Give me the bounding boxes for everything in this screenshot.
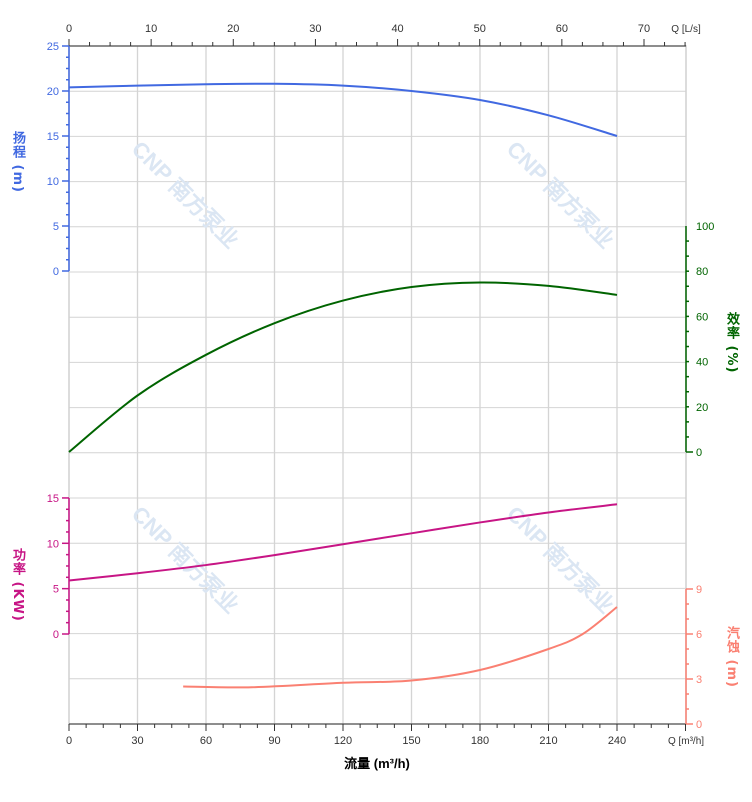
y-tick-label-efficiency: 20 xyxy=(696,402,708,414)
y-tick-label-head: 10 xyxy=(47,176,59,188)
efficiency-curve xyxy=(68,281,618,453)
x-bottom-tick-label: 240 xyxy=(608,735,626,747)
y-tick-label-npsh: 9 xyxy=(696,584,702,596)
x-top-tick-label: 40 xyxy=(391,23,403,35)
x-bottom-tick-label: 180 xyxy=(471,735,489,747)
x-bottom-tick-label: 0 xyxy=(66,735,72,747)
x-bottom-tick-label: 120 xyxy=(334,735,352,747)
x-top-tick-label: 70 xyxy=(638,23,650,35)
x-bottom-tick-label: 210 xyxy=(539,735,557,747)
y-tick-label-efficiency: 80 xyxy=(696,266,708,278)
x-top-tick-label: 30 xyxy=(309,23,321,35)
head-curve xyxy=(68,82,618,137)
y-axis-title-head: 扬程 (m) xyxy=(10,131,25,193)
x-top-tick-label: 60 xyxy=(556,23,568,35)
x-bottom-tick-label: 60 xyxy=(200,735,212,747)
y-tick-label-efficiency: 0 xyxy=(696,447,702,459)
x-top-tick-label: 0 xyxy=(66,23,72,35)
y-tick-label-head: 20 xyxy=(47,86,59,98)
y-tick-label-efficiency: 60 xyxy=(696,311,708,323)
watermark-logo: CNP 南方泵业 xyxy=(127,501,244,618)
x-axis-title: 流量 (m³/h) xyxy=(344,756,410,771)
y-tick-label-npsh: 3 xyxy=(696,674,702,686)
x-bottom-tick-label: 150 xyxy=(402,735,420,747)
y-tick-label-power: 10 xyxy=(47,538,59,550)
y-tick-label-power: 15 xyxy=(47,493,59,505)
x-top-unit-label: Q [L/s] xyxy=(671,24,701,35)
watermark-logo: CNP 南方泵业 xyxy=(502,136,619,253)
x-top-tick-label: 50 xyxy=(474,23,486,35)
y-axis-title-npsh: 汽蚀 (m) xyxy=(724,626,739,688)
x-bottom-tick-label: 30 xyxy=(131,735,143,747)
y-tick-label-efficiency: 100 xyxy=(696,221,714,233)
x-bottom-tick-label: 90 xyxy=(268,735,280,747)
y-tick-label-npsh: 0 xyxy=(696,719,702,731)
y-tick-label-power: 0 xyxy=(53,629,59,641)
y-tick-label-head: 0 xyxy=(53,266,59,278)
power-curve xyxy=(68,503,618,582)
y-tick-label-efficiency: 40 xyxy=(696,357,708,369)
npsh-curve xyxy=(183,606,618,689)
watermark-logo: CNP 南方泵业 xyxy=(502,501,619,618)
y-tick-label-power: 5 xyxy=(53,584,59,596)
y-tick-label-head: 5 xyxy=(53,221,59,233)
plot-border xyxy=(68,45,687,725)
y-tick-label-npsh: 6 xyxy=(696,629,702,641)
x-bottom-unit-label: Q [m³/h] xyxy=(668,736,704,747)
x-top-tick-label: 10 xyxy=(145,23,157,35)
watermark-logo: CNP 南方泵业 xyxy=(127,136,244,253)
y-tick-label-head: 15 xyxy=(47,131,59,143)
y-axis-title-power: 功率 (KW) xyxy=(10,548,25,622)
y-axis-title-efficiency: 效率 (%) xyxy=(724,312,739,374)
y-tick-label-head: 25 xyxy=(47,41,59,53)
x-top-tick-label: 20 xyxy=(227,23,239,35)
